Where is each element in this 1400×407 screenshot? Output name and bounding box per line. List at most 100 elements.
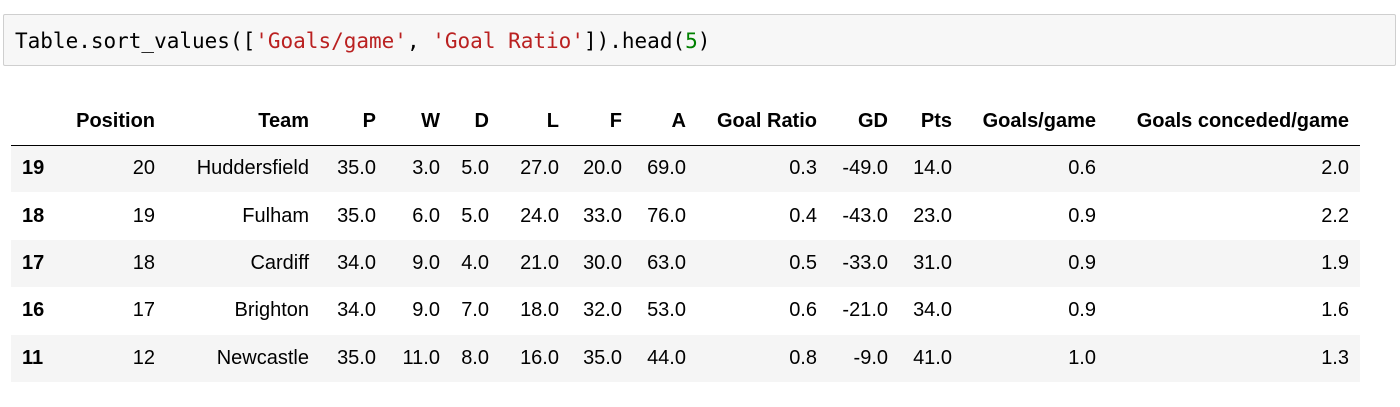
table-cell: -9.0 xyxy=(853,346,888,369)
table-cell: 63.0 xyxy=(647,251,686,274)
row-index: 11 xyxy=(22,346,44,369)
table-cell: Newcastle xyxy=(216,346,309,369)
table-cell: 16.0 xyxy=(520,346,559,369)
table-cell: 31.0 xyxy=(913,251,952,274)
code-separator: , xyxy=(406,29,433,53)
table-cell: 23.0 xyxy=(913,204,952,227)
table-cell: 76.0 xyxy=(647,204,686,227)
code-head-call: ]).head( xyxy=(583,29,686,53)
table-cell: 27.0 xyxy=(520,157,559,180)
table-cell: 0.9 xyxy=(1068,204,1096,227)
table-cell: 0.9 xyxy=(1068,299,1096,322)
table-cell: 32.0 xyxy=(583,299,622,322)
table-cell: 4.0 xyxy=(461,251,489,274)
table-cell: 69.0 xyxy=(647,157,686,180)
code-method: .sort_values xyxy=(78,29,230,53)
dataframe-table: Position Team P W D L F A Goal Ratio GD … xyxy=(11,98,1360,382)
column-header: GD xyxy=(828,98,899,146)
table-cell: 0.9 xyxy=(1068,251,1096,274)
table-cell: 9.0 xyxy=(412,251,440,274)
table-cell: -49.0 xyxy=(842,157,888,180)
table-cell: 41.0 xyxy=(913,346,952,369)
table-cell: 34.0 xyxy=(337,299,376,322)
table-cell: 6.0 xyxy=(412,204,440,227)
table-cell: 1.0 xyxy=(1068,346,1096,369)
table-cell: 24.0 xyxy=(520,204,559,227)
table-cell: 19 xyxy=(132,204,155,227)
table-cell: 20 xyxy=(132,157,155,180)
table-cell: 9.0 xyxy=(412,299,440,322)
column-header: Position xyxy=(66,98,166,146)
table-cell: 18.0 xyxy=(520,299,559,322)
column-header: A xyxy=(633,98,697,146)
table-cell: 21.0 xyxy=(520,251,559,274)
table-cell: 35.0 xyxy=(337,346,376,369)
table-cell: -33.0 xyxy=(842,251,888,274)
row-index: 17 xyxy=(22,251,45,274)
table-cell: 53.0 xyxy=(647,299,686,322)
table-cell: 33.0 xyxy=(583,204,622,227)
table-cell: 35.0 xyxy=(337,157,376,180)
row-index: 16 xyxy=(22,299,45,322)
table-cell: 0.3 xyxy=(789,157,817,180)
column-header: D xyxy=(451,98,500,146)
table-cell: 0.8 xyxy=(789,346,817,369)
row-index: 18 xyxy=(22,204,45,227)
column-header: L xyxy=(500,98,570,146)
table-row: 19 20 Huddersfield 35.0 3.0 5.0 27.0 20.… xyxy=(11,145,1360,193)
column-header: W xyxy=(387,98,451,146)
code-string-arg-2: 'Goal Ratio' xyxy=(432,29,584,53)
column-header: Goals conceded/game xyxy=(1107,98,1360,146)
table-cell: 18 xyxy=(132,251,155,274)
table-cell: 1.9 xyxy=(1321,251,1349,274)
table-cell: 0.6 xyxy=(789,299,817,322)
table-cell: 44.0 xyxy=(647,346,686,369)
table-cell: 12 xyxy=(132,346,155,369)
table-cell: 35.0 xyxy=(583,346,622,369)
table-cell: 0.5 xyxy=(789,251,817,274)
table-cell: 17 xyxy=(132,299,155,322)
table-cell: 2.2 xyxy=(1321,204,1349,227)
table-cell: 5.0 xyxy=(461,157,489,180)
table-cell: 3.0 xyxy=(412,157,440,180)
table-cell: 0.4 xyxy=(789,204,817,227)
table-cell: 2.0 xyxy=(1321,157,1349,180)
table-row: 11 12 Newcastle 35.0 11.0 8.0 16.0 35.0 … xyxy=(11,334,1360,382)
table-cell: 30.0 xyxy=(583,251,622,274)
column-header: F xyxy=(570,98,633,146)
table-cell: Cardiff xyxy=(250,251,309,274)
table-cell: 35.0 xyxy=(337,204,376,227)
table-cell: 1.3 xyxy=(1321,346,1349,369)
code-line[interactable]: Table.sort_values(['Goals/game', 'Goal R… xyxy=(15,28,710,54)
column-header: Goal Ratio xyxy=(697,98,828,146)
column-header: Pts xyxy=(899,98,963,146)
column-header: Goals/game xyxy=(963,98,1107,146)
table-cell: -21.0 xyxy=(842,299,888,322)
table-cell: 11.0 xyxy=(402,346,440,369)
code-close-paren: ) xyxy=(697,29,711,53)
code-number-arg: 5 xyxy=(685,29,698,53)
table-row: 16 17 Brighton 34.0 9.0 7.0 18.0 32.0 53… xyxy=(11,287,1360,335)
cell-output: Position Team P W D L F A Goal Ratio GD … xyxy=(11,98,1360,382)
table-cell: 8.0 xyxy=(461,346,489,369)
row-index: 19 xyxy=(22,157,45,180)
table-cell: 34.0 xyxy=(337,251,376,274)
table-row: 18 19 Fulham 35.0 6.0 5.0 24.0 33.0 76.0… xyxy=(11,192,1360,240)
table-cell: 34.0 xyxy=(913,299,952,322)
table-cell: 20.0 xyxy=(583,157,622,180)
code-object: Table xyxy=(15,29,79,53)
table-cell: 7.0 xyxy=(461,299,489,322)
table-row: 17 18 Cardiff 34.0 9.0 4.0 21.0 30.0 63.… xyxy=(11,239,1360,288)
code-input-cell[interactable]: Table.sort_values(['Goals/game', 'Goal R… xyxy=(3,14,1396,66)
table-cell: Fulham xyxy=(242,204,309,227)
column-header: P xyxy=(320,98,387,146)
index-header xyxy=(11,98,66,146)
table-cell: 0.6 xyxy=(1068,157,1096,180)
code-string-arg-1: 'Goals/game' xyxy=(255,29,407,53)
code-open-bracket: ([ xyxy=(229,29,256,53)
header-row: Position Team P W D L F A Goal Ratio GD … xyxy=(11,98,1360,146)
table-cell: Brighton xyxy=(234,299,310,322)
table-cell: 1.6 xyxy=(1321,299,1349,322)
table-cell: 5.0 xyxy=(461,204,489,227)
column-header: Team xyxy=(166,98,320,146)
